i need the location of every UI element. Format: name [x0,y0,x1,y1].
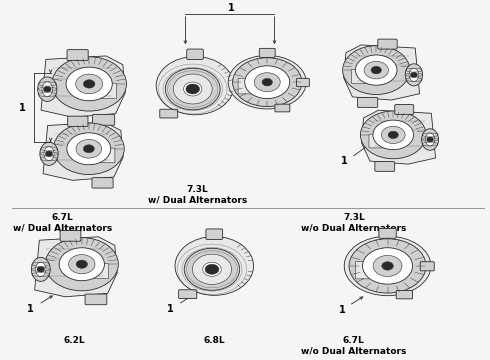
Circle shape [381,126,405,144]
Text: 1: 1 [20,103,26,113]
Ellipse shape [40,142,58,165]
Circle shape [427,137,434,142]
FancyBboxPatch shape [93,264,109,279]
FancyBboxPatch shape [60,231,81,241]
FancyBboxPatch shape [93,114,115,125]
FancyBboxPatch shape [378,39,397,49]
Ellipse shape [36,262,46,276]
FancyBboxPatch shape [351,69,367,84]
Circle shape [382,262,393,270]
FancyBboxPatch shape [369,134,384,148]
Text: 1: 1 [341,156,347,166]
Ellipse shape [344,236,431,296]
FancyBboxPatch shape [187,49,203,59]
Ellipse shape [203,262,221,276]
Ellipse shape [45,238,119,291]
Circle shape [76,260,87,268]
Circle shape [37,267,45,272]
Ellipse shape [156,57,234,115]
FancyBboxPatch shape [395,104,414,114]
Circle shape [46,151,53,156]
Circle shape [75,74,102,94]
Text: 6.8L: 6.8L [203,336,225,345]
Circle shape [76,139,101,158]
FancyBboxPatch shape [85,294,107,305]
Ellipse shape [349,239,426,293]
Text: 1: 1 [339,305,345,315]
Circle shape [245,66,290,99]
FancyBboxPatch shape [259,48,275,57]
Circle shape [355,55,397,85]
Circle shape [363,248,413,284]
Circle shape [373,256,402,276]
Text: 6.7L
w/ Dual Alternators: 6.7L w/ Dual Alternators [13,213,112,233]
Ellipse shape [228,55,306,109]
Ellipse shape [38,77,57,102]
FancyBboxPatch shape [296,78,309,87]
FancyBboxPatch shape [379,229,396,238]
Polygon shape [344,45,419,100]
Text: 6.2L: 6.2L [64,336,86,345]
Circle shape [66,67,112,101]
Circle shape [205,264,219,274]
FancyBboxPatch shape [179,290,197,298]
Circle shape [388,131,398,139]
FancyBboxPatch shape [396,291,413,299]
Circle shape [364,61,389,79]
FancyBboxPatch shape [355,262,371,279]
Circle shape [186,84,199,94]
FancyBboxPatch shape [206,229,222,239]
Circle shape [83,80,95,88]
Circle shape [67,133,111,165]
Ellipse shape [42,82,52,96]
Polygon shape [35,237,117,297]
Polygon shape [41,56,125,117]
Ellipse shape [184,82,202,96]
Circle shape [254,73,280,92]
FancyBboxPatch shape [420,262,434,271]
Ellipse shape [173,74,212,104]
Text: 6.7L
w/o Dual Alternators: 6.7L w/o Dual Alternators [301,336,407,355]
Ellipse shape [193,254,232,284]
Circle shape [411,72,417,77]
Ellipse shape [409,68,418,81]
Ellipse shape [361,111,426,159]
FancyBboxPatch shape [238,78,252,94]
FancyBboxPatch shape [68,116,88,127]
Ellipse shape [52,57,126,111]
Ellipse shape [53,123,124,175]
Circle shape [83,145,94,153]
Circle shape [373,120,414,150]
Circle shape [371,66,381,74]
FancyBboxPatch shape [92,177,113,188]
Ellipse shape [405,64,422,86]
Ellipse shape [31,257,50,282]
FancyBboxPatch shape [99,148,115,163]
Ellipse shape [44,147,54,161]
Text: 1: 1 [228,3,235,13]
FancyBboxPatch shape [375,162,394,171]
Circle shape [262,78,272,86]
Ellipse shape [165,68,220,110]
Text: 7.3L
w/o Dual Alternators: 7.3L w/o Dual Alternators [301,213,407,233]
Ellipse shape [233,58,302,107]
Text: 7.3L
w/ Dual Alternators: 7.3L w/ Dual Alternators [148,185,247,205]
FancyBboxPatch shape [160,109,178,118]
FancyBboxPatch shape [67,50,88,60]
Ellipse shape [425,133,435,146]
FancyBboxPatch shape [358,98,378,107]
Polygon shape [43,122,123,180]
FancyBboxPatch shape [100,83,117,99]
Text: 1: 1 [27,304,34,314]
Ellipse shape [175,237,253,295]
Ellipse shape [343,46,410,95]
Polygon shape [362,110,436,164]
FancyBboxPatch shape [275,104,290,112]
Circle shape [59,248,104,281]
Text: 1: 1 [167,304,173,314]
Ellipse shape [184,248,240,290]
Circle shape [69,255,95,274]
Circle shape [44,86,51,92]
Ellipse shape [421,129,439,150]
